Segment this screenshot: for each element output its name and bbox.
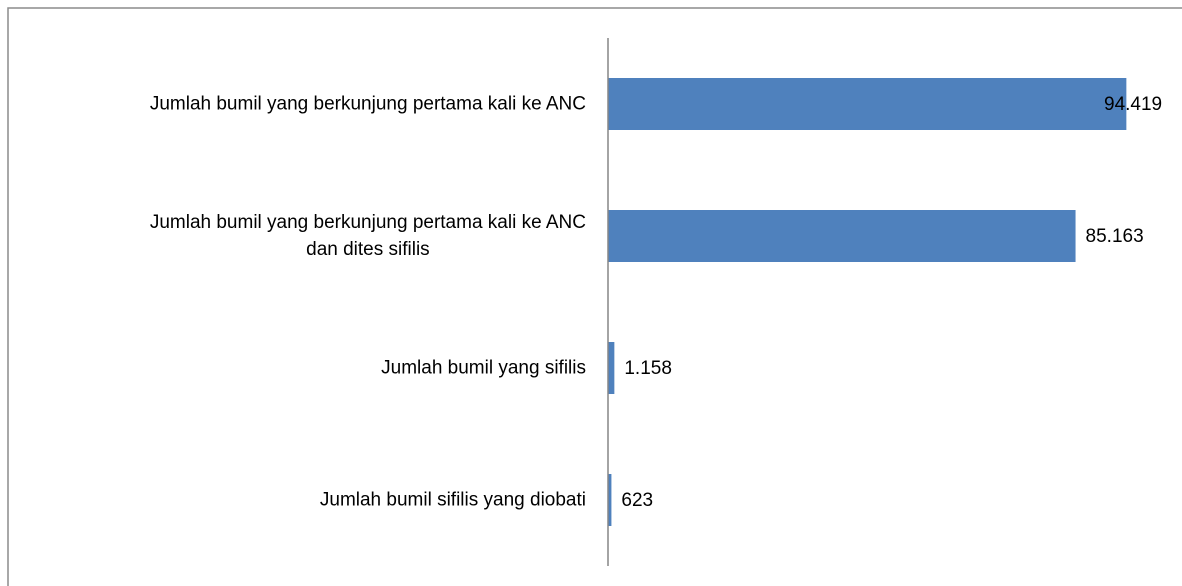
data-label: 1.158 <box>624 358 672 379</box>
chart-border <box>7 7 1182 586</box>
category-label: Jumlah bumil yang berkunjung pertama kal… <box>149 93 586 115</box>
data-label: 94.419 <box>1104 94 1162 115</box>
category-label: Jumlah bumil yang berkunjung pertama kal… <box>149 212 586 260</box>
data-label: 85.163 <box>1086 226 1144 247</box>
bar <box>608 474 612 526</box>
bar <box>608 78 1127 130</box>
category-label: Jumlah bumil sifilis yang diobati <box>319 489 586 511</box>
bar <box>608 210 1076 262</box>
bar <box>608 342 615 394</box>
data-label: 623 <box>621 490 653 511</box>
category-label: Jumlah bumil yang sifilis <box>381 357 586 379</box>
